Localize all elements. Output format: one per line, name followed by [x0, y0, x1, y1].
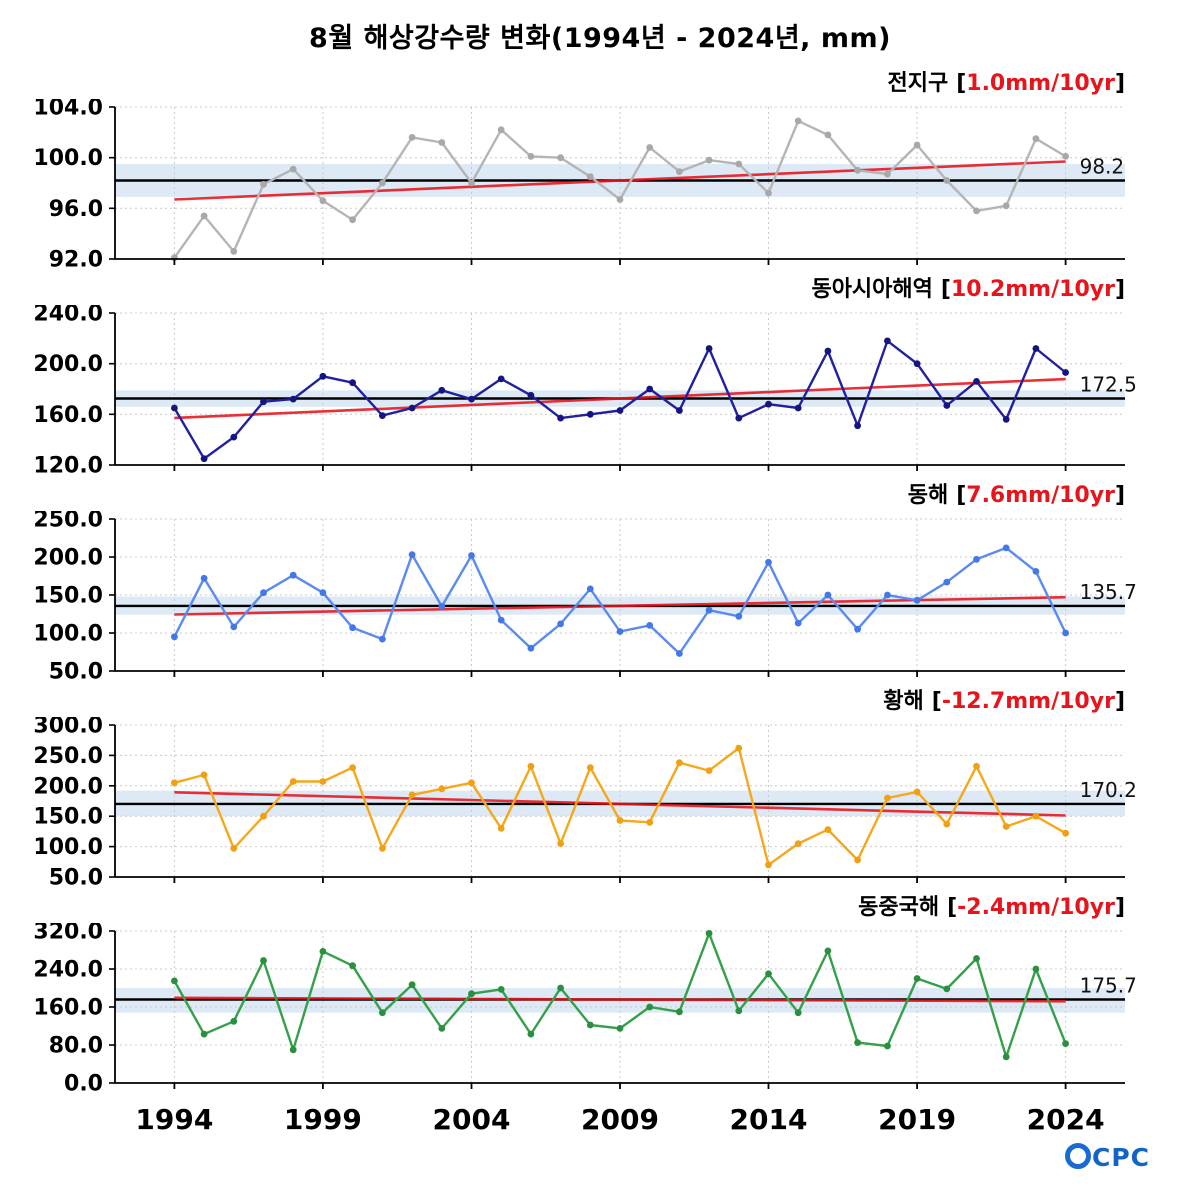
bracket-open: [: [931, 689, 942, 714]
svg-text:0.0: 0.0: [64, 1072, 103, 1097]
ocpc-logo-text: CPC: [1091, 1143, 1150, 1172]
svg-text:200.0: 200.0: [33, 774, 103, 799]
svg-text:150.0: 150.0: [33, 584, 103, 609]
svg-text:92.0: 92.0: [49, 248, 103, 273]
svg-text:100.0: 100.0: [33, 146, 103, 171]
region-label: 황해: [883, 689, 924, 714]
sea-precipitation-dashboard: 8월 해상강수량 변화(1994년 - 2024년, mm) 전지구 [1.0mm…: [20, 0, 1180, 1180]
chart-legend-east-sea: 동해 [7.6mm/10yr]: [20, 481, 1180, 511]
svg-text:80.0: 80.0: [49, 1034, 103, 1059]
east-sea-precip-plot: 135.7 50.0 100.0 150.0 200.0 250.0: [33, 511, 1137, 685]
svg-text:240.0: 240.0: [33, 958, 103, 983]
svg-text:2024: 2024: [1027, 1103, 1105, 1136]
chart-legend-yellow-sea: 황해 [-12.7mm/10yr]: [20, 687, 1180, 717]
svg-text:200.0: 200.0: [33, 352, 103, 377]
region-label: 동해: [907, 483, 949, 508]
footer: OCPC: [20, 1141, 1180, 1180]
ocpc-logo: OCPC: [1064, 1143, 1150, 1172]
bracket-open: [: [947, 895, 958, 920]
east-china-sea-precip-plot: 175.7 0.0 80.0 160.0 240.0 320.0: [33, 923, 1137, 1097]
chart-panel-east-sea: 동해 [7.6mm/10yr] 135.7 50.0 100.0 150.0 200.0 2…: [20, 481, 1180, 687]
chart-panel-yellow-sea: 황해 [-12.7mm/10yr] 170.2 50.0 100.0 150.0 200.…: [20, 687, 1180, 893]
svg-text:98.2: 98.2: [1080, 155, 1125, 179]
svg-text:200.0: 200.0: [33, 546, 103, 571]
svg-text:160.0: 160.0: [33, 996, 103, 1021]
svg-text:250.0: 250.0: [33, 511, 103, 533]
bracket-close: ]: [1114, 277, 1125, 302]
svg-text:50.0: 50.0: [49, 866, 103, 891]
yellow-sea-precip-plot: 170.2 50.0 100.0 150.0 200.0 250.0 300.0: [33, 717, 1137, 891]
region-label: 전지구: [887, 71, 949, 96]
chart-legend-global: 전지구 [1.0mm/10yr]: [20, 69, 1180, 99]
chart-panel-east-china-sea: 동중국해 [-2.4mm/10yr] 175.7 0.0 80.0 160.0 240.0…: [20, 893, 1180, 1099]
svg-text:100.0: 100.0: [33, 622, 103, 647]
bracket-open: [: [956, 71, 967, 96]
region-label: 동아시아해역: [811, 277, 933, 302]
svg-text:172.5: 172.5: [1080, 373, 1137, 397]
svg-text:1994: 1994: [135, 1103, 213, 1136]
trend-value: 7.6mm/10yr: [966, 483, 1115, 508]
svg-text:120.0: 120.0: [33, 454, 103, 479]
trend-value: -12.7mm/10yr: [941, 689, 1115, 714]
svg-text:104.0: 104.0: [33, 99, 103, 121]
svg-text:2014: 2014: [730, 1103, 808, 1136]
x-axis-year-labels: 1994 1999 2004 2009 2014 2019 2024: [135, 1103, 1105, 1136]
chart-panel-east-asia-seas: 동아시아해역 [10.2mm/10yr] 172.5 120.0 160.0 200.0…: [20, 275, 1180, 481]
svg-text:1999: 1999: [284, 1103, 362, 1136]
bracket-close: ]: [1114, 689, 1125, 714]
bracket-open: [: [940, 277, 951, 302]
bracket-close: ]: [1114, 895, 1125, 920]
chart-legend-east-china-sea: 동중국해 [-2.4mm/10yr]: [20, 893, 1180, 923]
ocpc-logo-o-icon: O: [1064, 1143, 1091, 1169]
svg-text:240.0: 240.0: [33, 305, 103, 327]
svg-text:170.2: 170.2: [1080, 778, 1137, 802]
svg-text:320.0: 320.0: [33, 923, 103, 945]
bracket-open: [: [956, 483, 967, 508]
svg-text:150.0: 150.0: [33, 805, 103, 830]
svg-text:160.0: 160.0: [33, 403, 103, 428]
svg-text:100.0: 100.0: [33, 835, 103, 860]
svg-text:50.0: 50.0: [49, 660, 103, 685]
svg-text:250.0: 250.0: [33, 744, 103, 769]
svg-text:135.7: 135.7: [1080, 580, 1137, 604]
page-title: 8월 해상강수량 변화(1994년 - 2024년, mm): [309, 23, 891, 54]
bracket-close: ]: [1114, 483, 1125, 508]
global-precip-plot: 98.2 92.0 96.0 100.0 104.0: [33, 99, 1125, 273]
bracket-close: ]: [1114, 71, 1125, 96]
svg-text:175.7: 175.7: [1080, 974, 1137, 998]
svg-text:96.0: 96.0: [49, 197, 103, 222]
chart-legend-east-asia-seas: 동아시아해역 [10.2mm/10yr]: [20, 275, 1180, 305]
trend-value: 1.0mm/10yr: [966, 71, 1115, 96]
trend-value: -2.4mm/10yr: [957, 895, 1115, 920]
region-label: 동중국해: [858, 895, 940, 920]
svg-text:2004: 2004: [433, 1103, 511, 1136]
chart-panel-global: 전지구 [1.0mm/10yr] 98.2 92.0 96.0 100.0 104.0: [20, 69, 1180, 275]
svg-text:2009: 2009: [581, 1103, 659, 1136]
svg-text:2019: 2019: [878, 1103, 956, 1136]
east-asia-seas-precip-plot: 172.5 120.0 160.0 200.0 240.0: [33, 305, 1137, 479]
trend-value: 10.2mm/10yr: [950, 277, 1115, 302]
svg-text:300.0: 300.0: [33, 717, 103, 739]
